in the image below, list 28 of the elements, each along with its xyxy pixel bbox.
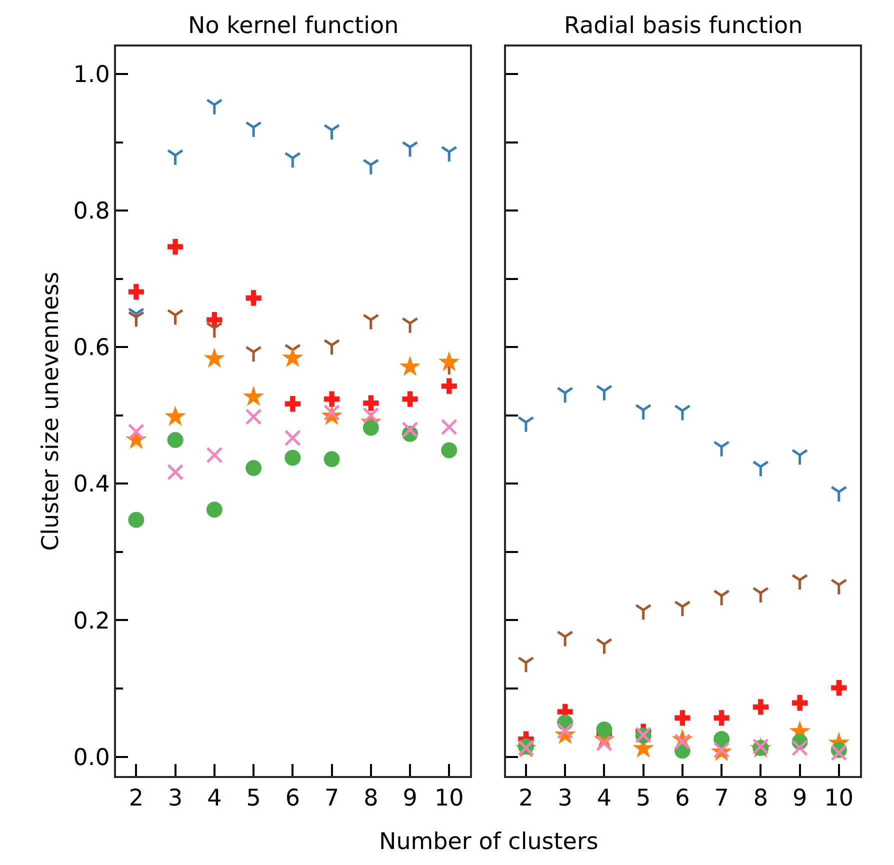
x-tick-label: 3 (168, 785, 183, 812)
x-tick-label: 10 (824, 785, 854, 812)
x-tick-label: 8 (753, 785, 768, 812)
x-tick-label: 4 (207, 785, 222, 812)
y-tick-label: 0.2 (73, 608, 110, 634)
x-tick-label: 3 (558, 785, 572, 812)
x-tick-label: 5 (636, 785, 651, 812)
x-tick-label: 7 (714, 785, 729, 812)
y-tick-label: 1.0 (73, 62, 110, 88)
y-tick-label: 0.4 (73, 472, 110, 498)
x-tick-label: 9 (792, 785, 808, 812)
x-tick-label: 7 (324, 785, 340, 812)
y-tick-label: 0.8 (73, 198, 110, 225)
x-tick-label: 4 (596, 785, 612, 812)
y-axis-title: Cluster size unevenness (38, 272, 64, 551)
x-tick-label: 2 (128, 785, 144, 812)
y-tick-label: 0.0 (73, 744, 110, 771)
x-axis-title: Number of clusters (379, 829, 598, 855)
x-tick-label: 6 (675, 785, 690, 812)
x-tick-label: 10 (434, 785, 464, 812)
x-tick-label: 6 (285, 785, 300, 812)
chart-title: Radial basis function (564, 13, 803, 39)
chart-title: No kernel function (188, 13, 399, 39)
y-tick-label: 0.6 (73, 335, 110, 362)
x-tick-label: 2 (518, 785, 534, 812)
x-tick-label: 9 (402, 785, 418, 812)
x-tick-label: 8 (364, 785, 378, 812)
x-tick-label: 5 (246, 785, 261, 812)
